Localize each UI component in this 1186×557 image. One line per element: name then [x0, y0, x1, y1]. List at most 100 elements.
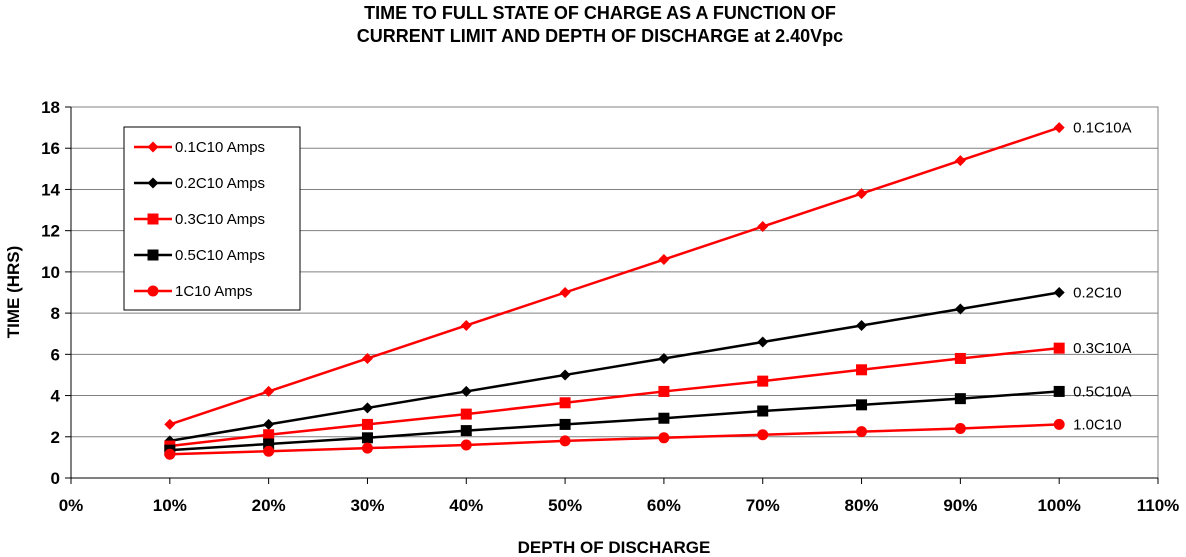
data-point — [164, 448, 176, 460]
data-point — [559, 397, 571, 409]
data-point — [757, 221, 769, 233]
series-line — [169, 390, 1060, 452]
x-tick-label: 80% — [845, 496, 879, 515]
data-point — [263, 438, 275, 450]
legend-entry: 1C10 Amps — [134, 283, 253, 300]
series-end-label: 0.2C10 — [1073, 285, 1121, 302]
data-point — [954, 155, 966, 167]
y-tick-label: 0 — [51, 469, 60, 488]
data-point — [954, 352, 966, 364]
x-tick-label: 0% — [59, 496, 84, 515]
series-line — [169, 423, 1060, 456]
series-3: 0.3C10A — [164, 340, 1132, 452]
y-tick-label: 8 — [51, 304, 60, 323]
chart-title-line-1: TIME TO FULL STATE OF CHARGE AS A FUNCTI… — [364, 3, 836, 23]
x-tick-label: 70% — [746, 496, 780, 515]
data-point — [757, 405, 769, 417]
data-point — [559, 369, 571, 381]
data-point — [658, 412, 670, 424]
x-tick-label: 40% — [449, 496, 483, 515]
x-tick-label: 100% — [1037, 496, 1080, 515]
x-tick-label: 20% — [252, 496, 286, 515]
legend-label: 0.2C10 Amps — [175, 175, 265, 192]
legend-entry: 0.2C10 Amps — [134, 175, 265, 192]
data-point — [164, 418, 176, 430]
x-axis-title: DEPTH OF DISCHARGE — [518, 538, 711, 557]
data-point — [856, 319, 868, 331]
series-end-label: 1.0C10 — [1073, 416, 1121, 433]
legend-label: 1C10 Amps — [175, 283, 253, 300]
data-point — [460, 439, 472, 451]
y-tick-label: 14 — [41, 180, 60, 199]
x-tick-label: 110% — [1137, 496, 1180, 515]
data-point — [361, 432, 373, 444]
data-point — [658, 254, 670, 266]
series-2: 0.2C10 — [164, 285, 1122, 447]
legend-entry: 0.3C10 Amps — [134, 211, 265, 228]
data-point — [856, 399, 868, 411]
x-tick-label: 90% — [943, 496, 977, 515]
y-tick-label: 18 — [41, 98, 60, 117]
data-point — [263, 429, 275, 441]
data-point — [361, 418, 373, 430]
x-tick-label: 60% — [647, 496, 681, 515]
data-point — [263, 418, 275, 430]
series-layer: 0.1C10A 0.2C10 0.3C10A 0.5C10A 1.0C10 — [164, 120, 1132, 460]
data-point — [1053, 287, 1065, 298]
data-point — [263, 385, 275, 397]
legend-entry: 0.1C10 Amps — [134, 139, 265, 156]
series-1: 0.1C10A — [164, 120, 1132, 430]
axes: 0 2 4 6 8 10 12 14 16 18 0% 10% 20% 30% 40% 50% 60% 70% 80… — [41, 98, 1179, 515]
legend-entry: 0.5C10 Amps — [134, 247, 265, 264]
legend-swatch-marker — [147, 285, 159, 297]
data-point — [954, 303, 966, 315]
data-point — [658, 432, 670, 444]
data-point — [757, 336, 769, 348]
legend-label: 0.1C10 Amps — [175, 139, 265, 156]
x-tick-label: 30% — [350, 496, 384, 515]
series-line — [169, 126, 1060, 426]
data-point — [1053, 418, 1065, 430]
data-point — [460, 385, 472, 397]
x-tick-label: 50% — [548, 496, 582, 515]
data-point — [757, 429, 769, 441]
legend-label: 0.5C10 Amps — [175, 247, 265, 264]
y-tick-label: 10 — [41, 263, 60, 282]
series-end-label: 0.5C10A — [1073, 383, 1131, 400]
data-point — [361, 352, 373, 364]
legend-label: 0.3C10 Amps — [175, 211, 265, 228]
data-point — [658, 352, 670, 364]
data-point — [559, 435, 571, 447]
legend-swatch-marker — [147, 249, 159, 261]
data-point — [856, 188, 868, 200]
data-point — [856, 426, 868, 438]
data-point — [460, 319, 472, 331]
data-point — [954, 393, 966, 405]
data-point — [757, 375, 769, 387]
data-point — [460, 408, 472, 420]
data-point — [559, 418, 571, 430]
data-point — [1053, 342, 1065, 354]
legend-swatch-marker — [147, 213, 159, 225]
series-line — [169, 346, 1060, 448]
series-end-label: 0.1C10A — [1073, 120, 1131, 137]
data-point — [361, 402, 373, 414]
data-point — [361, 442, 373, 454]
data-point — [954, 423, 966, 435]
legend-swatch-marker — [147, 141, 159, 153]
series-end-label: 0.3C10A — [1073, 340, 1131, 357]
data-point — [1053, 385, 1065, 397]
y-tick-label: 2 — [51, 428, 60, 447]
data-point — [856, 364, 868, 376]
y-axis-title: TIME (HRS) — [4, 246, 23, 339]
data-point — [1053, 122, 1065, 134]
legend: 0.1C10 Amps 0.2C10 Amps 0.3C10 Amps 0.5C10 … — [123, 126, 301, 311]
y-tick-label: 16 — [41, 139, 60, 158]
data-point — [559, 287, 571, 298]
series-line — [169, 291, 1060, 443]
data-point — [658, 385, 670, 397]
y-tick-label: 12 — [41, 222, 60, 241]
chart-title-line-2: CURRENT LIMIT AND DEPTH OF DISCHARGE at … — [357, 26, 843, 46]
data-point — [263, 445, 275, 457]
